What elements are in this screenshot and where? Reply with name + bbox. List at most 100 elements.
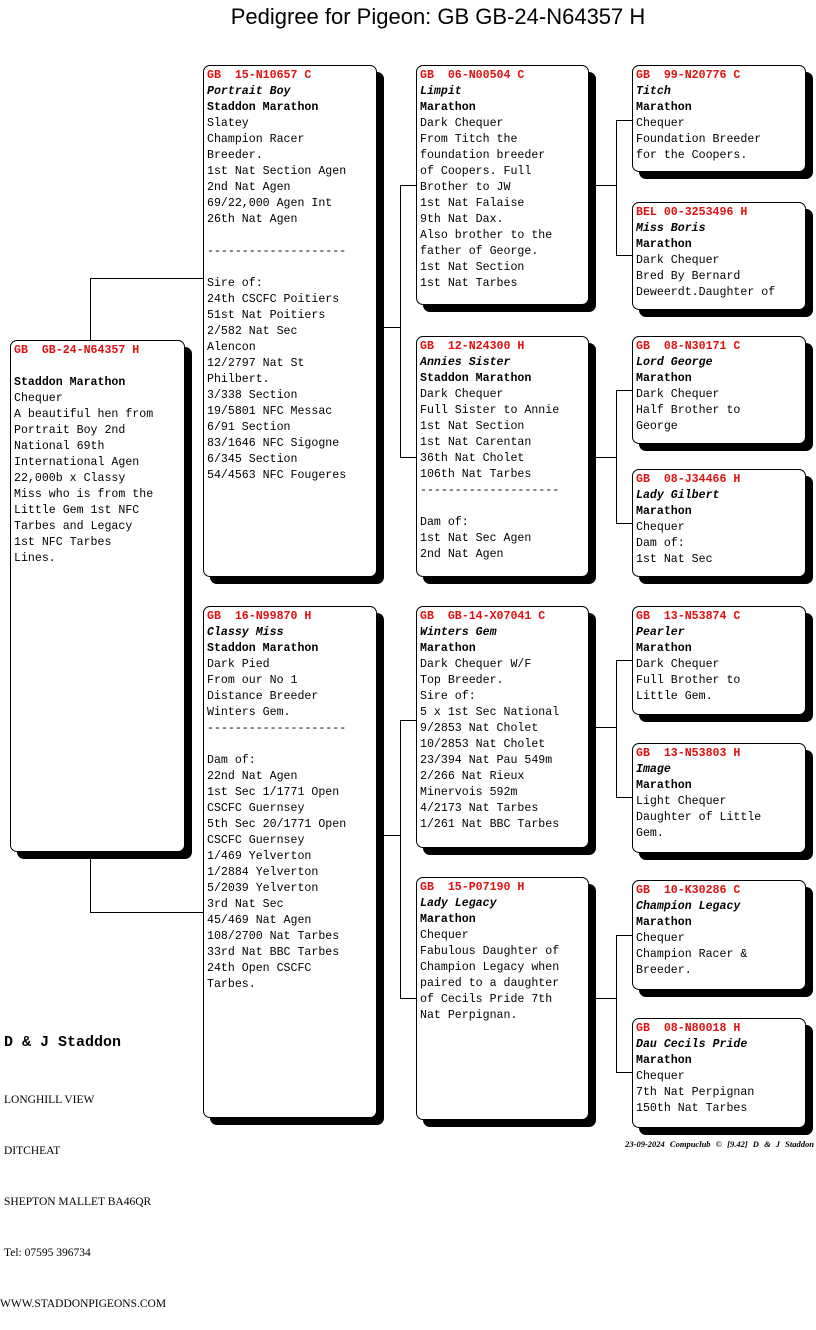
detail-line: Sire of: bbox=[420, 690, 476, 703]
detail-line: Light Chequer bbox=[636, 795, 727, 808]
connector-line bbox=[384, 327, 400, 328]
ancestor-card: GB GB-14-X07041 C Winters Gem Marathon Dark… bbox=[416, 606, 589, 848]
detail-line: Breeder. bbox=[207, 149, 263, 162]
pigeon-name: Lord George bbox=[636, 356, 713, 369]
detail-line: 51st Nat Poitiers bbox=[207, 309, 326, 322]
strain: Marathon bbox=[636, 1054, 692, 1067]
detail-line: 1st Nat Sec Agen bbox=[420, 532, 532, 545]
pigeon-name: Titch bbox=[636, 85, 671, 98]
pigeon-name: Limpit bbox=[420, 85, 462, 98]
detail-line: 36th Nat Cholet bbox=[420, 452, 525, 465]
connector-line bbox=[90, 278, 203, 279]
ancestor-card: GB 08-N30171 C Lord George Marathon Dark Ch… bbox=[632, 336, 806, 444]
detail-line: 1st Sec 1/1771 Open bbox=[207, 786, 340, 799]
spacer bbox=[14, 359, 184, 375]
detail-line: Dark Chequer bbox=[420, 117, 504, 130]
detail-line: Portrait Boy 2nd bbox=[14, 424, 126, 437]
ancestor-card: GB 06-N00504 C Limpit Marathon Dark Chequer… bbox=[416, 65, 589, 305]
detail-line: Chequer bbox=[636, 932, 685, 945]
detail-line: National 69th bbox=[14, 440, 105, 453]
connector-line bbox=[596, 457, 616, 458]
detail-line: Half Brother to bbox=[636, 404, 741, 417]
detail-line: -------------------- bbox=[207, 245, 347, 258]
detail-line: Alencon bbox=[207, 341, 256, 354]
detail-line: 1/469 Yelverton bbox=[207, 850, 312, 863]
ring-number: GB 08-N80018 H bbox=[636, 1022, 741, 1035]
ancestor-card: GB 10-K30286 C Champion Legacy Marathon Che… bbox=[632, 880, 806, 990]
detail-line: Distance Breeder bbox=[207, 690, 319, 703]
detail-line: Brother to JW bbox=[420, 181, 511, 194]
detail-line: 1st NFC Tarbes bbox=[14, 536, 112, 549]
detail-line: Lines. bbox=[14, 552, 56, 565]
detail-line: 5/2039 Yelverton bbox=[207, 882, 319, 895]
detail-line: father of George. bbox=[420, 245, 539, 258]
detail-line: -------------------- bbox=[420, 484, 560, 497]
strain: Marathon bbox=[636, 642, 692, 655]
strain: Marathon bbox=[636, 372, 692, 385]
ring-number: GB 13-N53803 H bbox=[636, 747, 741, 760]
footer: 23-09-2024 Compuclub © [9.42] D & J Stad… bbox=[625, 1139, 814, 1149]
detail-line: 24th Open CSCFC bbox=[207, 962, 312, 975]
detail-line: 22,000b x Classy bbox=[14, 472, 126, 485]
pigeon-name: Winters Gem bbox=[420, 626, 497, 639]
ring-number: GB 99-N20776 C bbox=[636, 69, 741, 82]
strain: Marathon bbox=[420, 913, 476, 926]
detail-line: 33rd Nat BBC Tarbes bbox=[207, 946, 340, 959]
ancestor-card: BEL 00-3253496 H Miss Boris Marathon Dark C… bbox=[632, 202, 806, 310]
detail-line: 1/261 Nat BBC Tarbes bbox=[420, 818, 560, 831]
detail-line: Champion Racer bbox=[207, 133, 305, 146]
detail-line: Bred By Bernard bbox=[636, 270, 741, 283]
detail-line: 1st Nat Section bbox=[420, 420, 525, 433]
ancestor-card: GB 08-N80018 H Dau Cecils Pride Marathon Ch… bbox=[632, 1018, 806, 1128]
detail-line: Fabulous Daughter of bbox=[420, 945, 560, 958]
detail-line: 10/2853 Nat Cholet bbox=[420, 738, 546, 751]
detail-line: Philbert. bbox=[207, 373, 270, 386]
detail-line: of Cecils Pride 7th bbox=[420, 993, 553, 1006]
detail-line: Little Gem. bbox=[636, 690, 713, 703]
detail-line: foundation breeder bbox=[420, 149, 546, 162]
detail-line: 6/91 Section bbox=[207, 421, 291, 434]
detail-line bbox=[207, 260, 376, 276]
connector-line bbox=[400, 720, 401, 998]
detail-line: Chequer bbox=[636, 1070, 685, 1083]
detail-line: Dark Chequer bbox=[420, 388, 504, 401]
detail-line: Also brother to the bbox=[420, 229, 553, 242]
detail-line: 150th Nat Tarbes bbox=[636, 1102, 748, 1115]
pigeon-name: Pearler bbox=[636, 626, 685, 639]
detail-line: Slatey bbox=[207, 117, 249, 130]
detail-line: Chequer bbox=[14, 392, 63, 405]
ring-number: GB GB-24-N64357 H bbox=[14, 344, 140, 357]
detail-line: Dark Chequer bbox=[636, 658, 720, 671]
ancestor-card: GB 15-P07190 H Lady Legacy Marathon Chequer… bbox=[416, 877, 589, 1120]
detail-line: 69/22,000 Agen Int bbox=[207, 197, 333, 210]
strain: Marathon bbox=[636, 101, 692, 114]
ring-number: GB 06-N00504 C bbox=[420, 69, 525, 82]
ancestor-card: GB 08-J34466 H Lady Gilbert Marathon Cheque… bbox=[632, 469, 806, 577]
detail-line: Foundation Breeder bbox=[636, 133, 762, 146]
subject-pigeon-card: GB GB-24-N64357 H Staddon Marathon Cheque… bbox=[10, 340, 185, 852]
pigeon-name: Classy Miss bbox=[207, 626, 284, 639]
pigeon-name: Miss Boris bbox=[636, 222, 706, 235]
detail-line: From our No 1 bbox=[207, 674, 298, 687]
ring-number: BEL 00-3253496 H bbox=[636, 206, 748, 219]
strain: Marathon bbox=[420, 642, 476, 655]
detail-line: 12/2797 Nat St bbox=[207, 357, 305, 370]
connector-line bbox=[596, 185, 616, 186]
detail-line: 45/469 Nat Agen bbox=[207, 914, 312, 927]
ring-number: GB GB-14-X07041 C bbox=[420, 610, 546, 623]
connector-line bbox=[616, 120, 617, 255]
detail-line: CSCFC Guernsey bbox=[207, 834, 305, 847]
connector-line bbox=[616, 935, 632, 936]
detail-line: 1st Nat Sec bbox=[636, 553, 713, 566]
ancestor-card: GB 16-N99870 H Classy Miss Staddon Maratho… bbox=[203, 606, 377, 1118]
ancestor-card: GB 12-N24300 H Annies Sister Staddon Marat… bbox=[416, 336, 589, 577]
detail-line: Winters Gem. bbox=[207, 706, 291, 719]
detail-line: Nat Perpignan. bbox=[420, 1009, 518, 1022]
detail-line: -------------------- bbox=[207, 722, 347, 735]
connector-line bbox=[384, 835, 400, 836]
detail-line: Full Sister to Annie bbox=[420, 404, 560, 417]
detail-line: 5 x 1st Sec National bbox=[420, 706, 560, 719]
detail-line: International Agen bbox=[14, 456, 140, 469]
address-line: DITCHEAT bbox=[4, 1145, 61, 1157]
address-line: SHEPTON MALLET BA46QR bbox=[4, 1196, 152, 1208]
